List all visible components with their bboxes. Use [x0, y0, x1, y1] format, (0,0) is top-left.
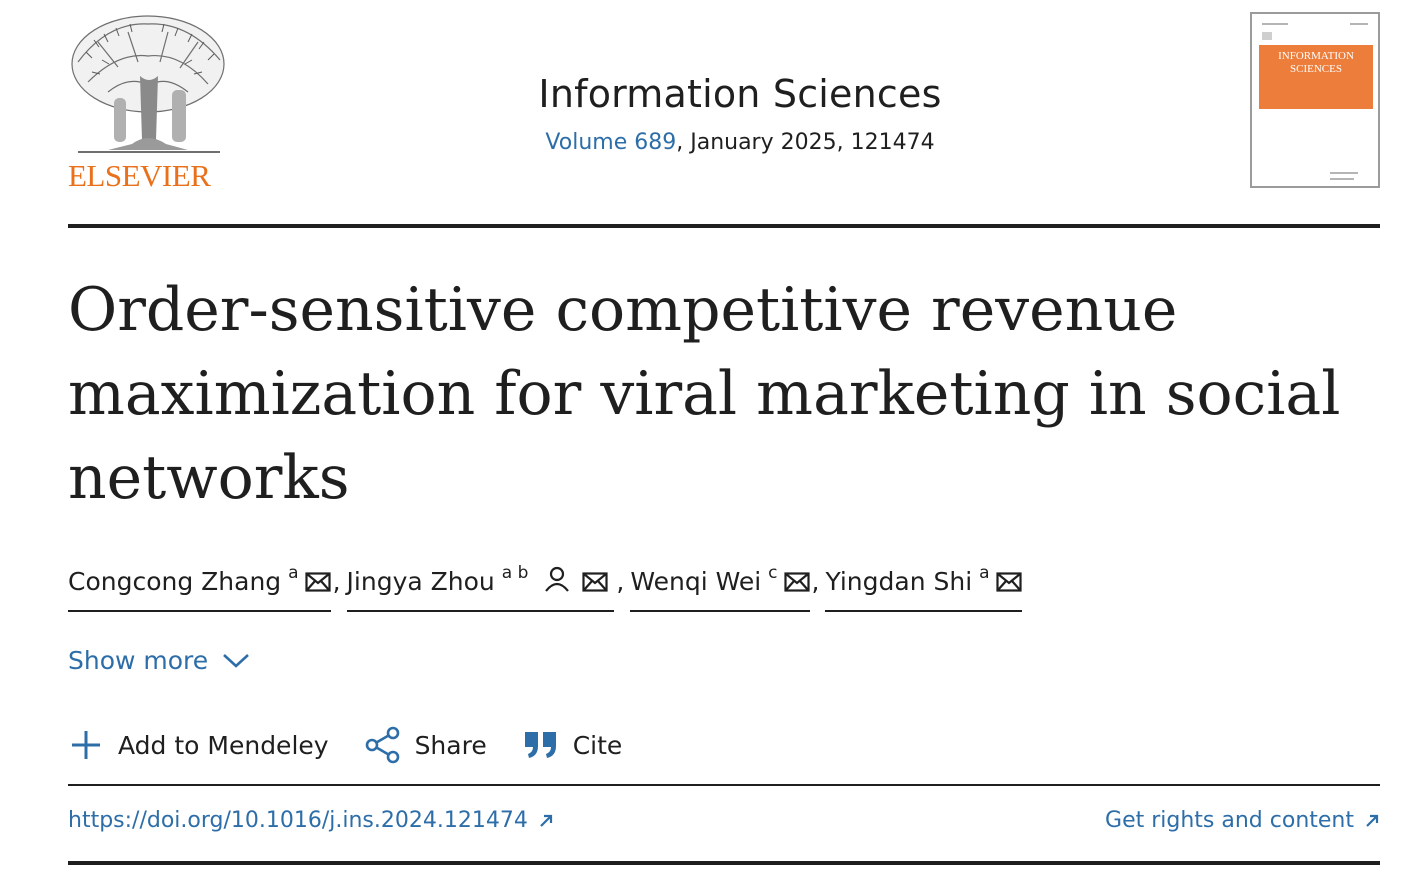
- cover-text-line: [1262, 23, 1288, 25]
- cover-title-band: INFORMATION SCIENCES: [1259, 45, 1373, 109]
- author-jingya-zhou[interactable]: Jingya Zhou a b: [346, 562, 615, 612]
- show-more-label: Show more: [68, 646, 209, 675]
- cite-label: Cite: [572, 730, 623, 760]
- share-label: Share: [414, 730, 487, 760]
- journal-info: Information Sciences Volume 689, January…: [440, 72, 1040, 155]
- footer-divider: [68, 861, 1380, 865]
- page-header: ELSEVIER Information Sciences Volume 689…: [0, 0, 1404, 226]
- cite-button[interactable]: Cite: [523, 730, 623, 760]
- author-separator: ,: [811, 567, 820, 596]
- plus-icon: [72, 731, 100, 759]
- author-name: Yingdan Shi: [825, 567, 973, 596]
- author-congcong-zhang[interactable]: Congcong Zhang a: [68, 562, 331, 612]
- get-rights-link[interactable]: Get rights and content: [1105, 808, 1380, 833]
- article-actions: Add to Mendeley Share Cite: [68, 720, 658, 770]
- cover-text-line: [1330, 178, 1354, 180]
- elsevier-wordmark: ELSEVIER: [68, 158, 211, 193]
- add-to-mendeley-label: Add to Mendeley: [118, 730, 329, 760]
- doi-link[interactable]: https://doi.org/10.1016/j.ins.2024.12147…: [68, 808, 554, 833]
- volume-link[interactable]: Volume 689: [545, 130, 677, 155]
- share-icon: [365, 726, 399, 764]
- mail-icon[interactable]: [304, 569, 331, 598]
- mail-icon[interactable]: [783, 569, 810, 598]
- cover-title-line2: SCIENCES: [1290, 63, 1342, 75]
- actions-divider: [68, 784, 1380, 786]
- author-affiliation: c: [768, 563, 778, 583]
- person-icon[interactable]: [544, 566, 570, 598]
- cover-title-line1: INFORMATION: [1278, 50, 1354, 62]
- author-list: Congcong Zhang a , Jingya Zhou a b , Wen…: [68, 562, 1022, 612]
- author-affiliation: a b: [501, 563, 529, 583]
- add-to-mendeley-button[interactable]: Add to Mendeley: [68, 727, 329, 763]
- rights-text: Get rights and content: [1105, 808, 1354, 833]
- journal-issue: Volume 689, January 2025, 121474: [440, 130, 1040, 155]
- journal-cover-thumbnail[interactable]: INFORMATION SCIENCES: [1250, 12, 1380, 188]
- external-link-icon: [540, 814, 552, 827]
- cover-text-line: [1350, 23, 1368, 25]
- issue-details: , January 2025, 121474: [676, 130, 935, 155]
- share-button[interactable]: Share: [365, 726, 487, 764]
- chevron-down-icon: [223, 653, 250, 668]
- quote-icon: [524, 732, 556, 758]
- author-separator: ,: [332, 567, 341, 596]
- cover-logo-mark: [1262, 32, 1272, 40]
- header-divider: [68, 224, 1380, 228]
- elsevier-logo[interactable]: ELSEVIER: [68, 12, 230, 193]
- mail-icon[interactable]: [995, 569, 1022, 598]
- author-affiliation: a: [979, 563, 990, 583]
- mail-icon[interactable]: [582, 569, 608, 598]
- show-more-button[interactable]: Show more: [68, 646, 250, 675]
- doi-text: https://doi.org/10.1016/j.ins.2024.12147…: [68, 808, 528, 833]
- elsevier-tree-icon: [71, 15, 225, 153]
- author-yingdan-shi[interactable]: Yingdan Shi a: [825, 562, 1022, 612]
- author-name: Congcong Zhang: [68, 567, 282, 596]
- article-title: Order-sensitive competitive revenue maxi…: [68, 275, 1341, 513]
- external-link-icon: [1366, 814, 1379, 827]
- cover-text-line: [1330, 172, 1358, 174]
- author-separator: ,: [616, 567, 625, 596]
- journal-title[interactable]: Information Sciences: [538, 72, 942, 116]
- author-affiliation: a: [288, 563, 299, 583]
- author-name: Wenqi Wei: [630, 567, 762, 596]
- author-name: Jingya Zhou: [346, 567, 495, 596]
- author-wenqi-wei[interactable]: Wenqi Wei c: [630, 562, 810, 612]
